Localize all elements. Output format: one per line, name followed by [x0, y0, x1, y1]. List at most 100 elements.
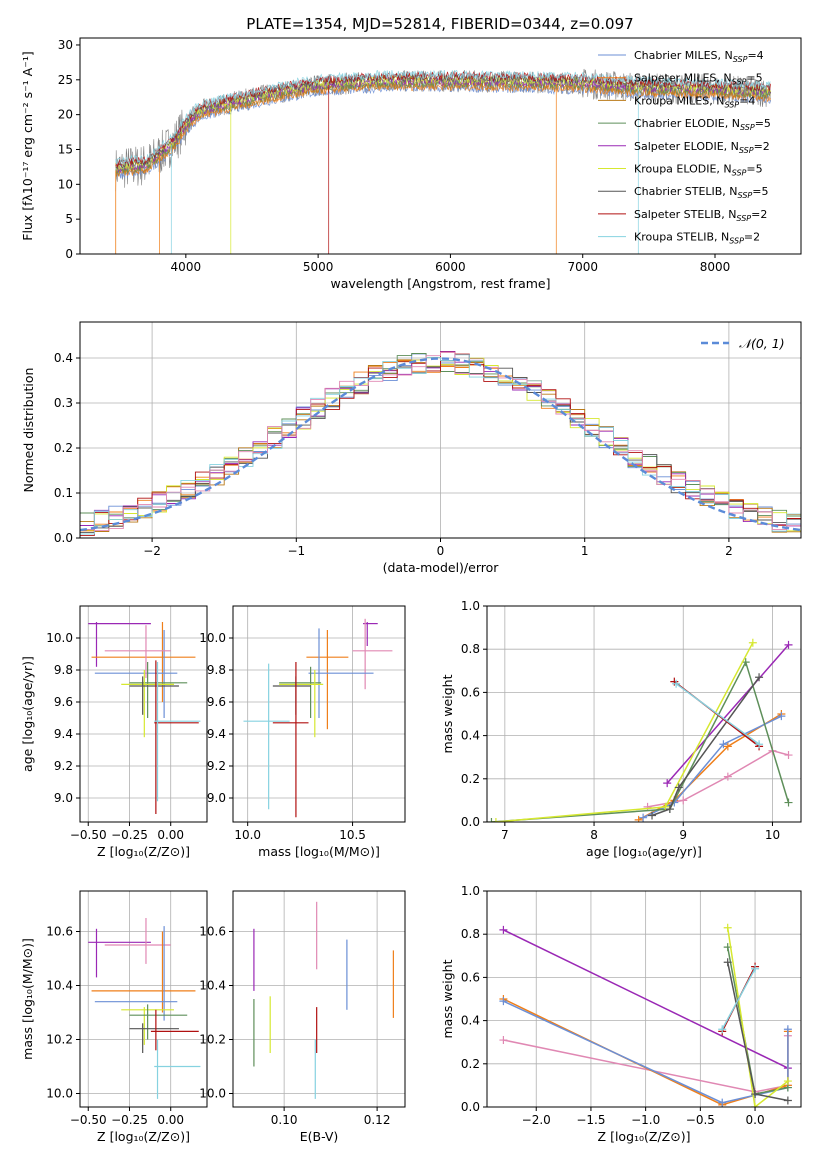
y-tick-label: 0.0 — [461, 815, 480, 829]
y-tick-label: 1.0 — [461, 884, 480, 898]
series-line — [726, 927, 789, 1107]
figure-title: PLATE=1354, MJD=52814, FIBERID=0344, z=0… — [246, 15, 633, 33]
series-marker — [751, 1090, 760, 1099]
y-tick-label: 9.4 — [54, 727, 73, 741]
series-marker — [665, 805, 674, 814]
errorbar-point — [279, 670, 324, 738]
y-tick-label: 30 — [58, 38, 73, 52]
weight-series — [663, 640, 793, 788]
axes-frame — [486, 890, 802, 1108]
series-marker — [661, 802, 670, 811]
panel-mass-vs-Z: −0.50 −0.25 0.00 10.0 10.2 10.4 10.6 Z [log₁₀(Z… — [20, 890, 208, 1144]
x-tick-label: 5000 — [303, 260, 334, 274]
y-tick-label: 1.0 — [461, 599, 480, 613]
x-tick-label: 0.10 — [271, 1113, 298, 1127]
x-tick-label: 10.5 — [339, 828, 366, 842]
y-tick-label: 10.6 — [46, 925, 73, 939]
plot-area — [115, 68, 771, 254]
errorbar-point — [308, 628, 374, 718]
series-marker — [751, 1103, 760, 1107]
y-tick-label: 0.0 — [461, 1100, 480, 1114]
series-marker — [723, 772, 732, 781]
x-axis-label: E(B-V) — [300, 1129, 339, 1144]
y-tick-label: 9.6 — [54, 695, 73, 709]
x-tick-label: −2 — [143, 544, 161, 558]
legend-label: Kroupa ELODIE, NSSP=5 — [634, 163, 763, 178]
ticks: −0.50 −0.25 0.00 9.0 9.2 9.4 9.6 9.8 10.0 — [46, 631, 184, 842]
y-tick-label: 9.0 — [54, 791, 73, 805]
axes-frame — [79, 37, 802, 255]
ticks: 10.0 10.5 9.0 9.2 9.4 9.6 9.8 10.0 — [199, 631, 366, 842]
y-tick-label: 0.4 — [54, 351, 73, 365]
series-line — [666, 644, 790, 784]
y-tick-label: 10.4 — [199, 979, 226, 993]
x-tick-label: 9 — [679, 828, 687, 842]
legend-label: Salpeter MILES, NSSP=5 — [634, 72, 763, 87]
series-marker — [784, 751, 793, 760]
x-axis-label: Z [log₁₀(Z/Z⊙)] — [97, 844, 190, 859]
x-axis-label: Z [log₁₀(Z/Z⊙)] — [97, 1129, 190, 1144]
y-tick-label: 9.0 — [207, 791, 226, 805]
weight-series — [672, 679, 764, 749]
weight-series — [723, 923, 792, 1107]
errorbar-point — [129, 662, 188, 718]
axes-frame — [232, 605, 406, 823]
x-tick-label: −1.0 — [631, 1113, 660, 1127]
x-axis-label: (data-model)/error — [383, 560, 500, 575]
x-tick-label: 10.0 — [234, 828, 261, 842]
y-axis-label: age [log₁₀(age/yr)] — [20, 656, 35, 772]
x-tick-label: −0.5 — [686, 1113, 715, 1127]
series-marker — [719, 740, 728, 749]
series-marker — [663, 779, 672, 788]
model-spectrum — [115, 69, 771, 165]
legend-label: Salpeter ELODIE, NSSP=2 — [634, 140, 770, 155]
y-tick-label: 0.6 — [461, 970, 480, 984]
series-marker — [639, 813, 648, 822]
errorbar-point — [352, 618, 393, 690]
legend-label: Kroupa STELIB, NSSP=2 — [634, 231, 760, 246]
panel-weight-vs-age: 7 8 9 10 0.0 0.2 0.4 0.6 0.8 1.0 age [log₁₀(age/yr… — [440, 599, 802, 859]
series-marker — [648, 811, 657, 820]
plot-area — [88, 622, 201, 814]
axes-frame — [79, 605, 208, 823]
y-tick-label: 0.4 — [461, 729, 480, 743]
series-marker — [777, 712, 786, 721]
x-axis-label: Z [log₁₀(Z/Z⊙)] — [598, 1129, 691, 1144]
y-tick-label: 0.8 — [461, 642, 480, 656]
gridlines — [80, 606, 207, 822]
errorbar-point — [88, 928, 151, 978]
series-marker — [499, 1036, 508, 1045]
weight-series — [723, 958, 792, 1105]
panel-age-vs-mass: 10.0 10.5 9.0 9.2 9.4 9.6 9.8 10.0 mass [log₁₀(M… — [199, 605, 406, 859]
weight-series — [487, 658, 793, 822]
y-tick-label: 9.6 — [207, 695, 226, 709]
x-tick-label: −0.25 — [111, 1113, 148, 1127]
x-tick-label: 8000 — [700, 260, 731, 274]
legend-label: Chabrier MILES, NSSP=4 — [634, 49, 764, 64]
series-marker — [755, 740, 764, 749]
x-tick-label: −1 — [287, 544, 305, 558]
ticks: 4000 5000 6000 7000 8000 0 5 10 15 20 25 30 — [58, 38, 731, 274]
y-tick-label: 10.4 — [46, 979, 73, 993]
x-tick-label: −0.50 — [70, 828, 107, 842]
y-tick-label: 5 — [65, 212, 73, 226]
legend-label: Kroupa MILES, NSSP=4 — [634, 94, 755, 109]
normal-curve — [80, 357, 801, 532]
series-marker — [723, 742, 732, 751]
series-marker — [491, 818, 500, 822]
y-tick-label: 10 — [58, 177, 73, 191]
y-tick-label: 20 — [58, 108, 73, 122]
y-tick-label: 0.4 — [461, 1014, 480, 1028]
y-axis-label: mass weight — [440, 959, 455, 1038]
y-tick-label: 10.0 — [199, 631, 226, 645]
y-tick-label: 10.0 — [46, 1087, 73, 1101]
series-marker — [499, 925, 508, 934]
y-tick-label: 10.2 — [199, 1033, 226, 1047]
errorbar-point — [272, 676, 311, 715]
y-tick-label: 0 — [65, 247, 73, 261]
series-marker — [784, 640, 793, 649]
series-marker — [674, 783, 683, 792]
series-line — [503, 929, 789, 1069]
axes-frame — [486, 605, 802, 823]
series-marker — [487, 818, 496, 822]
